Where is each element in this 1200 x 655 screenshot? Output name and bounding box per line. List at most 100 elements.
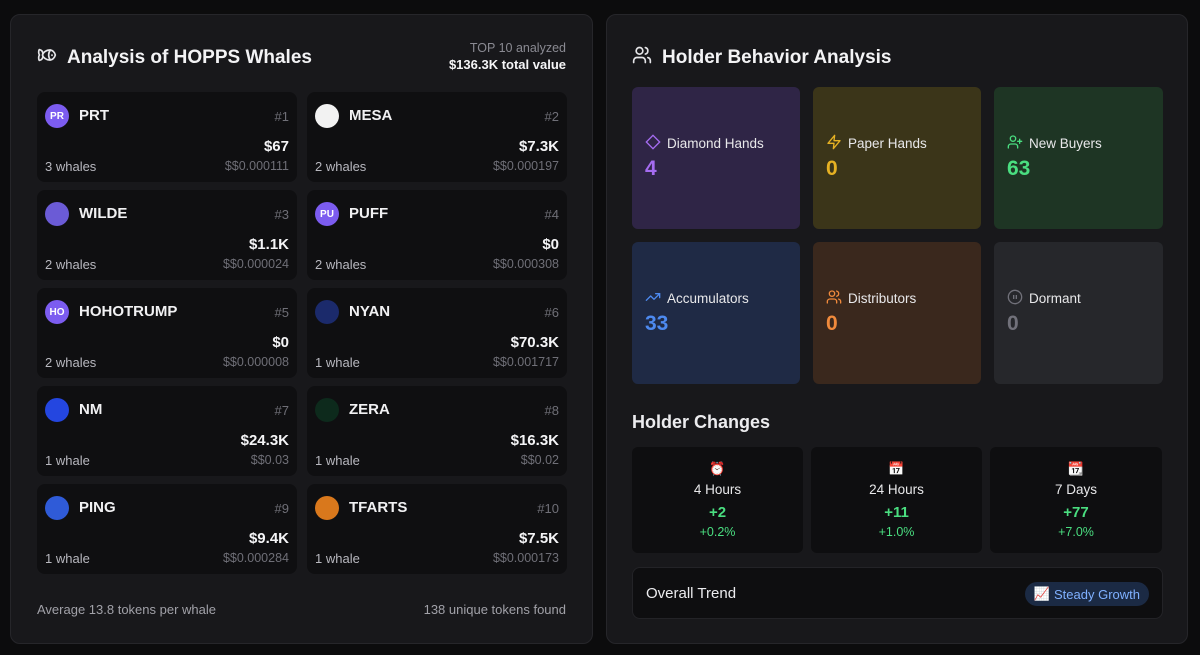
chart-up-icon: 📈 xyxy=(1033,586,1050,601)
token-rank: #4 xyxy=(544,207,559,222)
behavior-value: 0 xyxy=(826,157,838,180)
token-card[interactable]: PR PRT #1 $67 3 whales $$0.000111 xyxy=(37,92,297,182)
behavior-grid: Diamond Hands 4 Paper Hands 0 New Buyers… xyxy=(632,87,1163,384)
holder-delta: +2 xyxy=(708,504,727,521)
token-card[interactable]: WILDE #3 $1.1K 2 whales $$0.000024 xyxy=(37,190,297,280)
token-name: PRT xyxy=(79,107,109,124)
token-price: $$0.000308 xyxy=(492,257,559,271)
token-card[interactable]: MESA #2 $7.3K 2 whales $$0.000197 xyxy=(307,92,567,182)
behavior-label-text: Distributors xyxy=(848,291,917,306)
behavior-label: Paper Hands xyxy=(826,134,927,153)
token-name: HOHOTRUMP xyxy=(79,303,178,320)
whale-count: 1 whale xyxy=(45,453,90,468)
token-grid: PR PRT #1 $67 3 whales $$0.000111 MESA #… xyxy=(37,92,567,574)
token-name: MESA xyxy=(349,107,393,124)
whale-count: 1 whale xyxy=(315,551,360,566)
behavior-label-text: New Buyers xyxy=(1029,136,1102,151)
token-avatar xyxy=(45,496,69,520)
holder-changes-grid: ⏰ 4 Hours +2 +0.2% 📅 24 Hours +11 +1.0% … xyxy=(632,447,1162,553)
holder-change-card: ⏰ 4 Hours +2 +0.2% xyxy=(632,447,803,553)
token-avatar xyxy=(45,398,69,422)
token-card[interactable]: PU PUFF #4 $0 2 whales $$0.000308 xyxy=(307,190,567,280)
trend-label: Overall Trend xyxy=(646,585,737,602)
whale-count: 1 whale xyxy=(315,453,360,468)
holder-change-card: 📆 7 Days +77 +7.0% xyxy=(990,447,1162,553)
token-price: $$0.000024 xyxy=(222,257,289,271)
token-avatar: HO xyxy=(45,300,69,324)
period-label: 7 Days xyxy=(1054,482,1098,497)
holder-delta-pct: +1.0% xyxy=(878,525,915,539)
unique-tokens-text: 138 unique tokens found xyxy=(423,602,566,617)
token-card[interactable]: NM #7 $24.3K 1 whale $$0.03 xyxy=(37,386,297,476)
whale-count: 2 whales xyxy=(315,159,367,174)
calendar-icon: 📆 xyxy=(1067,461,1085,476)
users-icon xyxy=(826,289,842,308)
behavior-card[interactable]: Accumulators 33 xyxy=(632,242,800,384)
token-avatar xyxy=(315,398,339,422)
trending-up-icon xyxy=(645,289,661,308)
behavior-label-text: Dormant xyxy=(1029,291,1081,306)
behavior-card[interactable]: Diamond Hands 4 xyxy=(632,87,800,229)
token-rank: #7 xyxy=(274,403,289,418)
behavior-label-text: Accumulators xyxy=(667,291,749,306)
token-rank: #9 xyxy=(274,501,289,516)
user-plus-icon xyxy=(1007,134,1023,153)
behavior-title: Holder Behavior Analysis xyxy=(662,46,892,68)
token-rank: #1 xyxy=(274,109,289,124)
token-price: $$0.02 xyxy=(520,453,559,467)
token-avatar: PU xyxy=(315,202,339,226)
whale-count: 1 whale xyxy=(315,355,360,370)
behavior-card[interactable]: Paper Hands 0 xyxy=(813,87,981,229)
token-name: NM xyxy=(79,401,103,418)
behavior-card[interactable]: Dormant 0 xyxy=(994,242,1163,384)
behavior-value: 0 xyxy=(826,312,838,335)
behavior-label: Diamond Hands xyxy=(645,134,764,153)
token-card[interactable]: PING #9 $9.4K 1 whale $$0.000284 xyxy=(37,484,297,574)
fish-icon xyxy=(37,45,57,70)
token-name: PING xyxy=(79,499,116,516)
behavior-label-text: Paper Hands xyxy=(848,136,927,151)
token-rank: #6 xyxy=(544,305,559,320)
token-value: $0 xyxy=(272,334,289,351)
token-name: WILDE xyxy=(79,205,128,222)
holder-changes-title: Holder Changes xyxy=(632,412,771,432)
token-price: $$0.000197 xyxy=(492,159,559,173)
token-card[interactable]: ZERA #8 $16.3K 1 whale $$0.02 xyxy=(307,386,567,476)
token-value: $1.1K xyxy=(248,236,289,253)
holder-delta: +11 xyxy=(884,504,909,521)
token-price: $$0.000111 xyxy=(224,159,289,173)
behavior-card[interactable]: Distributors 0 xyxy=(813,242,981,384)
behavior-value: 4 xyxy=(645,157,657,180)
whale-count: 1 whale xyxy=(45,551,90,566)
analyzed-label: TOP 10 analyzed xyxy=(469,41,566,55)
token-price: $$0.001717 xyxy=(492,355,559,369)
behavior-header: Holder Behavior Analysis xyxy=(632,45,891,70)
whale-count: 2 whales xyxy=(45,355,97,370)
token-price: $$0.000008 xyxy=(222,355,289,369)
period-label: 24 Hours xyxy=(869,482,924,497)
whale-count: 3 whales xyxy=(45,159,97,174)
whales-summary: TOP 10 analyzed $136.3K total value xyxy=(449,41,566,72)
holder-delta-pct: +0.2% xyxy=(699,525,736,539)
token-avatar xyxy=(315,496,339,520)
whales-title: Analysis of HOPPS Whales xyxy=(67,46,312,68)
token-card[interactable]: TFARTS #10 $7.5K 1 whale $$0.000173 xyxy=(307,484,567,574)
holder-delta-pct: +7.0% xyxy=(1058,525,1094,539)
token-avatar xyxy=(45,202,69,226)
behavior-value: 63 xyxy=(1007,157,1031,180)
token-name: NYAN xyxy=(349,303,391,320)
token-card[interactable]: HO HOHOTRUMP #5 $0 2 whales $$0.000008 xyxy=(37,288,297,378)
token-name: PUFF xyxy=(349,205,389,222)
token-value: $24.3K xyxy=(240,432,289,449)
behavior-label: New Buyers xyxy=(1007,134,1102,153)
behavior-card[interactable]: New Buyers 63 xyxy=(994,87,1163,229)
whales-panel: Analysis of HOPPS Whales TOP 10 analyzed… xyxy=(10,14,593,644)
token-avatar xyxy=(315,104,339,128)
lightning-icon xyxy=(826,134,842,153)
token-card[interactable]: NYAN #6 $70.3K 1 whale $$0.001717 xyxy=(307,288,567,378)
behavior-label: Accumulators xyxy=(645,289,749,308)
token-price: $$0.000284 xyxy=(222,551,289,565)
behavior-value: 33 xyxy=(645,312,669,335)
token-value: $0 xyxy=(542,236,559,253)
trend-badge-text: Steady Growth xyxy=(1054,586,1140,602)
